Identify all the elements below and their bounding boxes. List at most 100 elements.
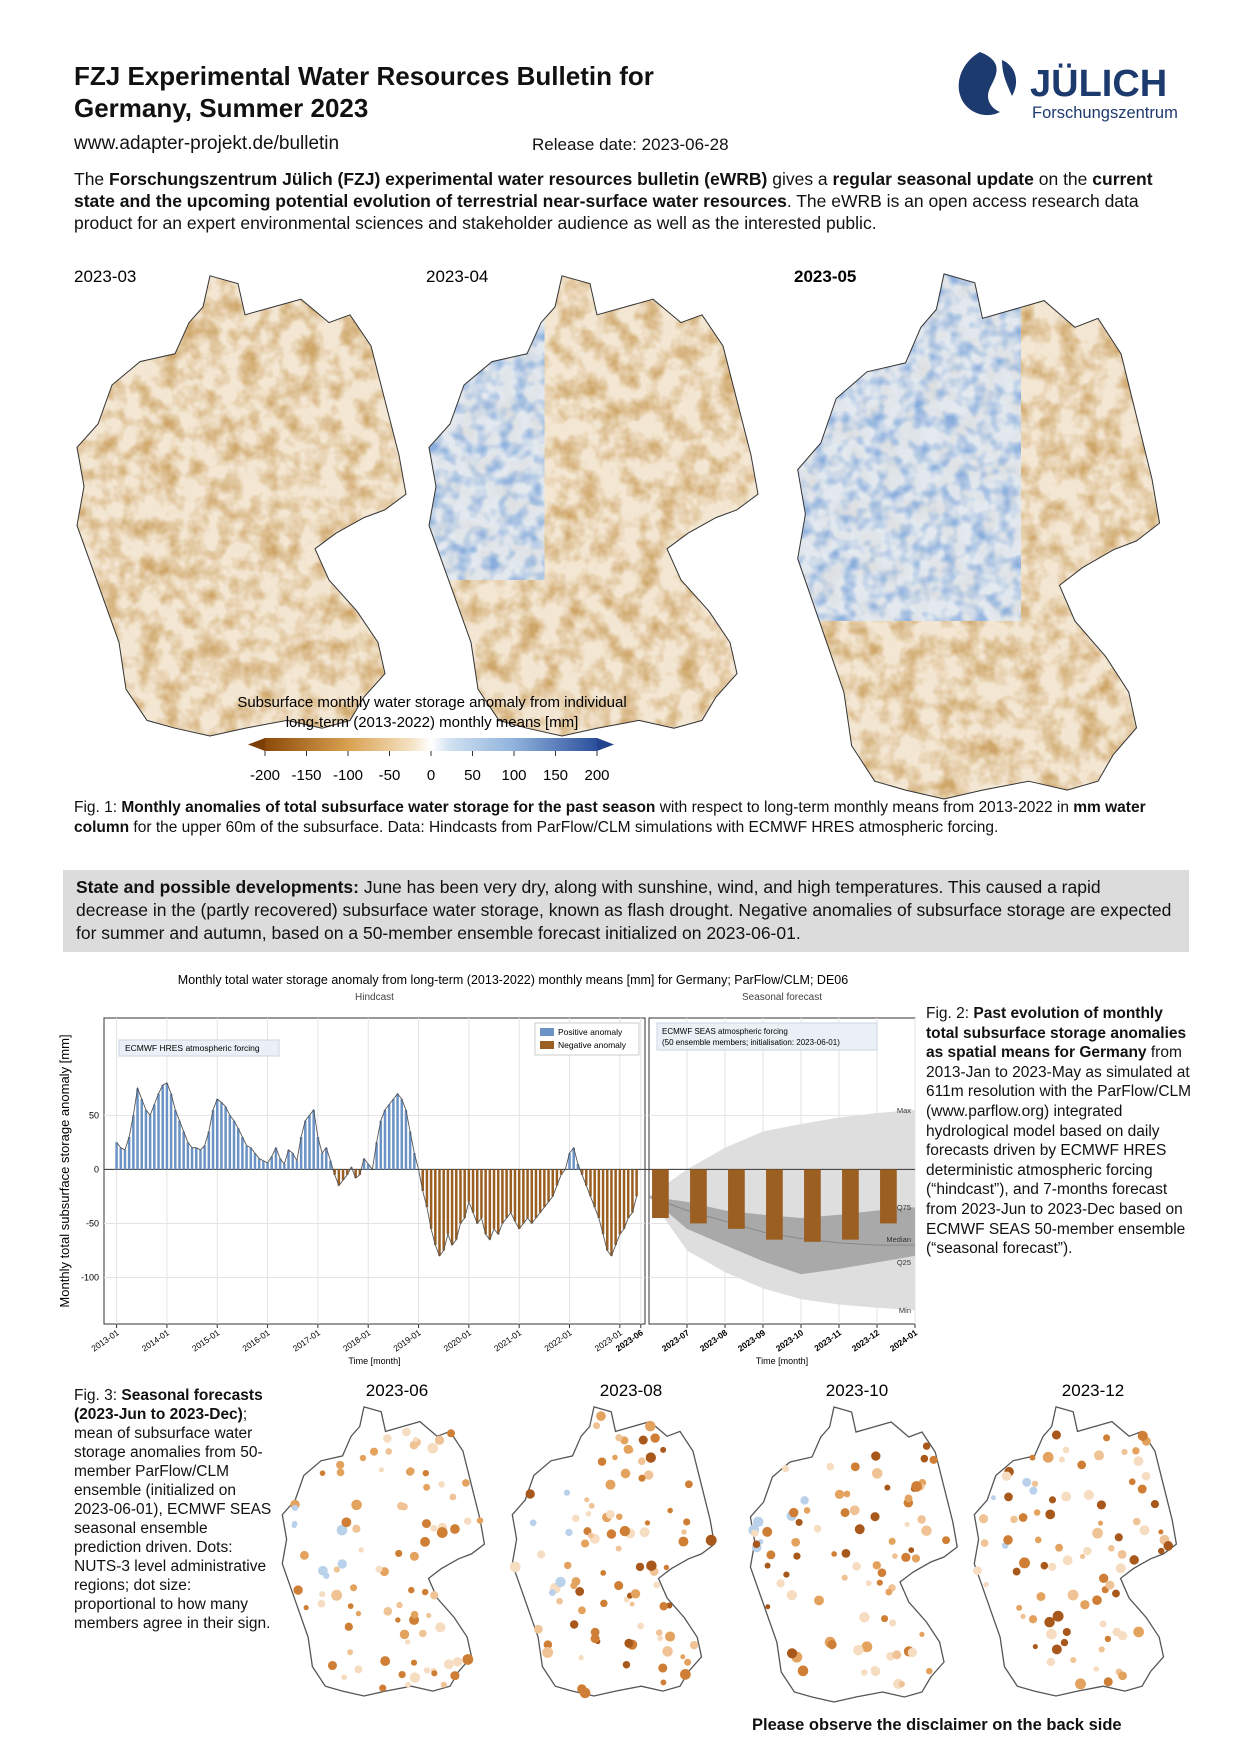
region-dot bbox=[1137, 1430, 1148, 1442]
map-texture bbox=[77, 275, 406, 736]
region-dot bbox=[990, 1495, 996, 1501]
region-dot bbox=[859, 1612, 870, 1623]
region-dot bbox=[378, 1467, 385, 1473]
region-dot bbox=[431, 1670, 438, 1677]
release-date: Release date: 2023-06-28 bbox=[532, 135, 729, 154]
map-texture bbox=[797, 273, 1021, 621]
hindcast-bar bbox=[505, 1169, 508, 1219]
region-dot bbox=[766, 1550, 776, 1560]
region-dot bbox=[841, 1574, 848, 1581]
region-dot bbox=[1001, 1471, 1012, 1481]
region-dot bbox=[605, 1509, 615, 1519]
hindcast-bar bbox=[530, 1169, 534, 1224]
x-tick-label: 2021-01 bbox=[492, 1327, 524, 1353]
region-dot bbox=[337, 1559, 347, 1569]
region-dot bbox=[1099, 1620, 1107, 1628]
region-dot bbox=[797, 1665, 809, 1677]
hindcast-bar bbox=[308, 1115, 311, 1170]
region-dot bbox=[813, 1524, 822, 1533]
region-dot bbox=[1012, 1567, 1021, 1576]
region-dot bbox=[841, 1548, 851, 1558]
region-dot bbox=[336, 1468, 345, 1477]
hindcast-bar bbox=[404, 1109, 408, 1170]
region-dot bbox=[705, 1534, 717, 1546]
x-tick-label: 2017-01 bbox=[291, 1327, 323, 1353]
annotation: ECMWF SEAS atmospheric forcing bbox=[662, 1027, 788, 1036]
region-dot bbox=[319, 1591, 326, 1598]
hindcast-bar bbox=[115, 1142, 118, 1170]
region-dot bbox=[1028, 1615, 1038, 1624]
hindcast-bar bbox=[337, 1169, 341, 1186]
region-dot bbox=[667, 1507, 673, 1514]
region-dot bbox=[1115, 1563, 1126, 1574]
colorbar-tick-label: 50 bbox=[464, 767, 481, 784]
region-dot bbox=[681, 1529, 687, 1535]
region-dot bbox=[379, 1684, 387, 1692]
region-dot bbox=[1117, 1549, 1127, 1559]
hindcast-bar bbox=[228, 1115, 232, 1170]
region-dot bbox=[1034, 1536, 1042, 1544]
colorbar-tick-label: -150 bbox=[291, 767, 321, 784]
region-dot bbox=[291, 1504, 299, 1511]
region-dot bbox=[1137, 1484, 1147, 1494]
region-dot bbox=[405, 1639, 411, 1645]
hindcast-bar bbox=[316, 1136, 320, 1170]
region-dot bbox=[678, 1536, 689, 1547]
region-dot bbox=[881, 1615, 889, 1623]
x-tick-label: 2014-01 bbox=[140, 1327, 172, 1353]
x-tick-label: 2023-08 bbox=[698, 1327, 730, 1353]
hindcast-bar bbox=[442, 1169, 445, 1251]
hindcast-bar bbox=[551, 1169, 554, 1197]
region-dot bbox=[1046, 1657, 1056, 1667]
region-dot bbox=[911, 1554, 921, 1563]
region-dot bbox=[435, 1622, 446, 1633]
region-dot bbox=[850, 1462, 860, 1472]
region-dot bbox=[1051, 1644, 1062, 1655]
region-dot bbox=[644, 1470, 654, 1480]
region-dot bbox=[291, 1523, 297, 1529]
region-dot bbox=[658, 1663, 668, 1673]
region-dot bbox=[436, 1527, 448, 1538]
region-dot bbox=[395, 1549, 403, 1558]
region-dot bbox=[645, 1420, 656, 1432]
region-dot bbox=[1022, 1477, 1032, 1487]
region-dot bbox=[341, 1517, 352, 1528]
region-dot bbox=[1112, 1627, 1122, 1637]
hindcast-bar bbox=[434, 1169, 437, 1246]
bold-text: mm water column bbox=[74, 799, 1146, 836]
envelope-label: Q25 bbox=[897, 1258, 911, 1267]
region-dot bbox=[1077, 1460, 1087, 1470]
region-dot bbox=[578, 1654, 584, 1661]
annotation: ECMWF HRES atmospheric forcing bbox=[125, 1043, 260, 1053]
region-dot bbox=[926, 1667, 933, 1675]
region-dot bbox=[1121, 1448, 1128, 1456]
region-dot bbox=[1067, 1589, 1079, 1601]
region-dot bbox=[1048, 1496, 1057, 1504]
map-label: 2023-05 bbox=[794, 267, 856, 286]
map-label: 2023-08 bbox=[600, 1381, 662, 1400]
hindcast-bar bbox=[559, 1169, 563, 1175]
logo-mark bbox=[958, 52, 1000, 116]
forecast-bar bbox=[652, 1169, 669, 1219]
region-dot bbox=[871, 1468, 883, 1479]
forecast-bar bbox=[842, 1169, 859, 1240]
region-dot bbox=[333, 1566, 340, 1573]
hindcast-bar bbox=[387, 1104, 391, 1170]
region-dot bbox=[904, 1521, 910, 1527]
forecast-bar bbox=[880, 1169, 897, 1224]
envelope-label: Min bbox=[899, 1306, 911, 1315]
region-dot bbox=[1139, 1525, 1150, 1536]
url[interactable]: www.adapter-projekt.de/bulletin bbox=[74, 133, 340, 154]
envelope-label: Q75 bbox=[897, 1203, 911, 1212]
region-dot bbox=[1093, 1666, 1100, 1672]
hindcast-bar bbox=[383, 1109, 387, 1170]
bold-text: State and possible developments: bbox=[76, 877, 359, 897]
region-dot bbox=[385, 1448, 393, 1455]
hindcast-bar bbox=[195, 1147, 198, 1170]
region-dot bbox=[1107, 1545, 1115, 1552]
colorbar-tick-label: 150 bbox=[543, 767, 568, 784]
region-dot bbox=[555, 1576, 566, 1588]
region-dot bbox=[776, 1579, 785, 1588]
region-dot bbox=[834, 1489, 845, 1500]
